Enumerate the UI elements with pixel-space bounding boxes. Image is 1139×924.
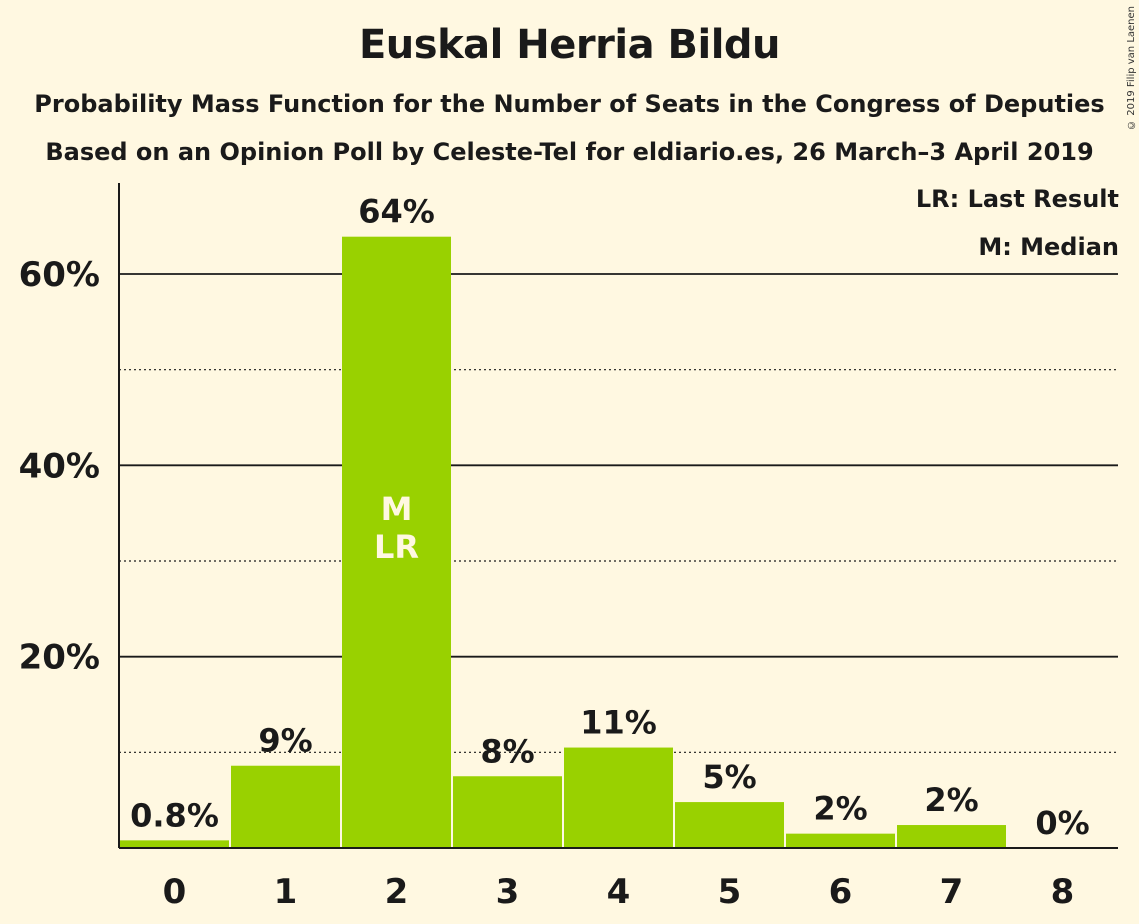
- chart-subtitle-1: Probability Mass Function for the Number…: [34, 90, 1105, 118]
- bar-5: [675, 802, 784, 848]
- data-label: 2%: [924, 781, 978, 819]
- bar-annotation: M: [381, 490, 413, 528]
- y-tick-label: 20%: [19, 638, 100, 678]
- x-tick-label: 3: [496, 872, 520, 912]
- bar-7: [897, 825, 1006, 848]
- data-label: 5%: [702, 758, 756, 796]
- x-tick-label: 2: [385, 872, 409, 912]
- data-label: 0%: [1035, 804, 1089, 842]
- data-label: 64%: [358, 193, 435, 231]
- y-tick-label: 40%: [19, 446, 100, 486]
- bar-2: [342, 236, 451, 848]
- data-label: 11%: [580, 704, 657, 742]
- x-tick-label: 1: [274, 872, 298, 912]
- bar-1: [231, 765, 340, 848]
- x-tick-label: 4: [607, 872, 631, 912]
- bar-3: [453, 776, 562, 848]
- x-tick-label: 0: [163, 872, 187, 912]
- chart-subtitle-2: Based on an Opinion Poll by Celeste-Tel …: [45, 138, 1094, 166]
- bar-6: [786, 833, 895, 848]
- bar-annotation: LR: [374, 528, 419, 566]
- data-label: 8%: [480, 732, 534, 770]
- legend-last-result: LR: Last Result: [915, 185, 1119, 213]
- bar-4: [564, 747, 673, 848]
- chart-title: Euskal Herria Bildu: [358, 22, 781, 68]
- data-label: 0.8%: [130, 796, 219, 834]
- legend-median: M: Median: [978, 233, 1119, 261]
- x-tick-label: 6: [829, 872, 853, 912]
- bar-0: [120, 840, 229, 848]
- x-tick-label: 7: [940, 872, 964, 912]
- data-label: 9%: [258, 722, 312, 760]
- y-tick-label: 60%: [19, 255, 100, 295]
- x-tick-label: 5: [718, 872, 742, 912]
- x-tick-label: 8: [1051, 872, 1075, 912]
- data-label: 2%: [813, 790, 867, 828]
